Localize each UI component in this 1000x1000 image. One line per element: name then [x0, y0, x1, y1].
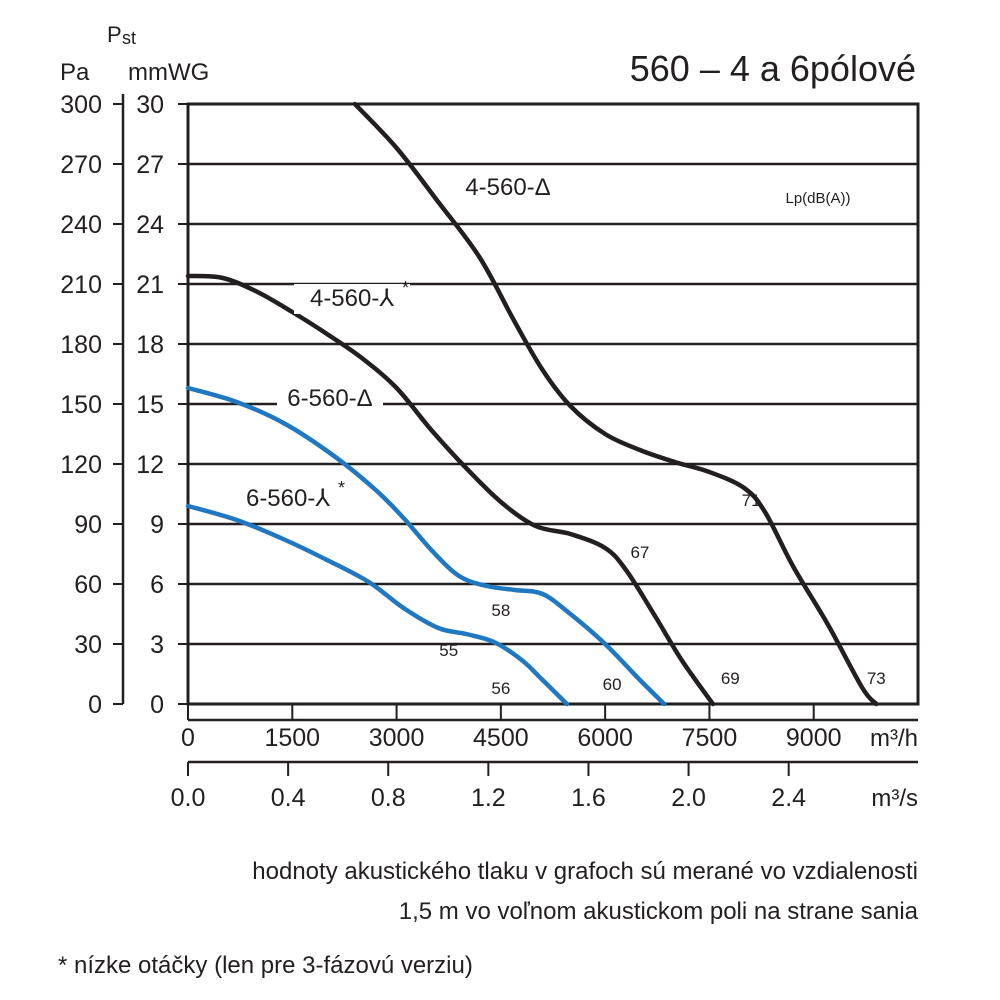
- pa-tick-label: 180: [60, 331, 102, 359]
- mmwg-tick-label: 15: [136, 391, 164, 419]
- plot-frame: [186, 102, 920, 706]
- series-label-mask: [294, 284, 410, 314]
- series-label: 6-560-⅄: [246, 485, 330, 512]
- mmwg-tick-label: 3: [150, 631, 164, 659]
- sound-level-label: 56: [491, 679, 510, 698]
- mmwg-tick-label: 12: [136, 451, 164, 479]
- pa-unit-label: Pa: [60, 59, 90, 86]
- sound-level-label: 58: [491, 601, 510, 620]
- series-curve: [185, 385, 667, 707]
- mmwg-tick-label: 24: [136, 211, 164, 239]
- mmwg-tick-label: 27: [136, 151, 164, 179]
- series-curve: [185, 503, 570, 707]
- pa-tick-label: 90: [74, 511, 102, 539]
- series-label: 6-560-Δ: [287, 385, 372, 412]
- sound-level-label: 55: [439, 641, 458, 660]
- pa-tick-label: 240: [60, 211, 102, 239]
- mmwg-tick-label: 18: [136, 331, 164, 359]
- m3h-tick-label: 0: [181, 724, 195, 752]
- sound-level-label: 67: [630, 543, 649, 562]
- sound-level-label: 69: [721, 669, 740, 688]
- axes: [113, 94, 920, 776]
- chart-title: 560 – 4 a 6pólové: [630, 48, 916, 89]
- pa-tick-label: 150: [60, 391, 102, 419]
- measurement-note-line1: hodnoty akustického tlaku v grafoch sú m…: [252, 858, 918, 885]
- series-label-asterisk: *: [338, 478, 345, 498]
- m3h-tick-label: 7500: [682, 724, 738, 752]
- series-label-asterisk: *: [402, 278, 409, 298]
- m3s-tick-label: 0.4: [271, 784, 306, 812]
- m3s-tick-label: 1.6: [571, 784, 606, 812]
- m3s-tick-label: 2.0: [671, 784, 706, 812]
- series-curve: [352, 101, 879, 707]
- series-label: 4-560-⅄: [310, 285, 394, 312]
- m3h-unit-label: m³/h: [870, 725, 918, 752]
- series-curve: [185, 273, 716, 707]
- m3h-tick-label: 1500: [264, 724, 320, 752]
- pa-tick-label: 300: [60, 91, 102, 119]
- mmwg-tick-label: 9: [150, 511, 164, 539]
- series-label-mask: [455, 173, 561, 203]
- pa-tick-label: 30: [74, 631, 102, 659]
- sound-level-label: 60: [603, 675, 622, 694]
- series-curves: [185, 101, 879, 707]
- sound-level-legend: Lp(dB(A)): [785, 190, 850, 207]
- pa-tick-label: 210: [60, 271, 102, 299]
- sound-level-label: 73: [867, 669, 886, 688]
- mmwg-unit-label: mmWG: [128, 59, 209, 86]
- pa-tick-label: 60: [74, 571, 102, 599]
- pressure-symbol-subscript: st: [122, 28, 136, 48]
- m3s-tick-label: 0.8: [371, 784, 406, 812]
- m3h-tick-label: 9000: [786, 724, 842, 752]
- series-label: 4-560-Δ: [465, 174, 550, 201]
- series-label-mask: [277, 384, 383, 414]
- pressure-symbol: P: [107, 22, 122, 47]
- speed-footnote: * nízke otáčky (len pre 3-fázovú verziu): [58, 952, 473, 979]
- pa-tick-label: 120: [60, 451, 102, 479]
- m3s-tick-label: 2.4: [771, 784, 806, 812]
- series-label-mask: [230, 484, 346, 514]
- m3h-tick-label: 4500: [473, 724, 529, 752]
- m3s-tick-label: 1.2: [471, 784, 506, 812]
- m3s-unit-label: m³/s: [871, 785, 918, 812]
- mmwg-tick-label: 21: [136, 271, 164, 299]
- sound-level-label: 71: [742, 491, 761, 510]
- mmwg-tick-label: 30: [136, 91, 164, 119]
- measurement-note-line2: 1,5 m vo voľnom akustickom poli na stran…: [398, 898, 918, 925]
- m3s-tick-label: 0.0: [171, 784, 206, 812]
- m3h-tick-label: 3000: [369, 724, 425, 752]
- pa-tick-label: 0: [88, 691, 102, 719]
- mmwg-tick-label: 6: [150, 571, 164, 599]
- pa-tick-label: 270: [60, 151, 102, 179]
- mmwg-tick-label: 0: [150, 691, 164, 719]
- m3h-tick-label: 6000: [577, 724, 633, 752]
